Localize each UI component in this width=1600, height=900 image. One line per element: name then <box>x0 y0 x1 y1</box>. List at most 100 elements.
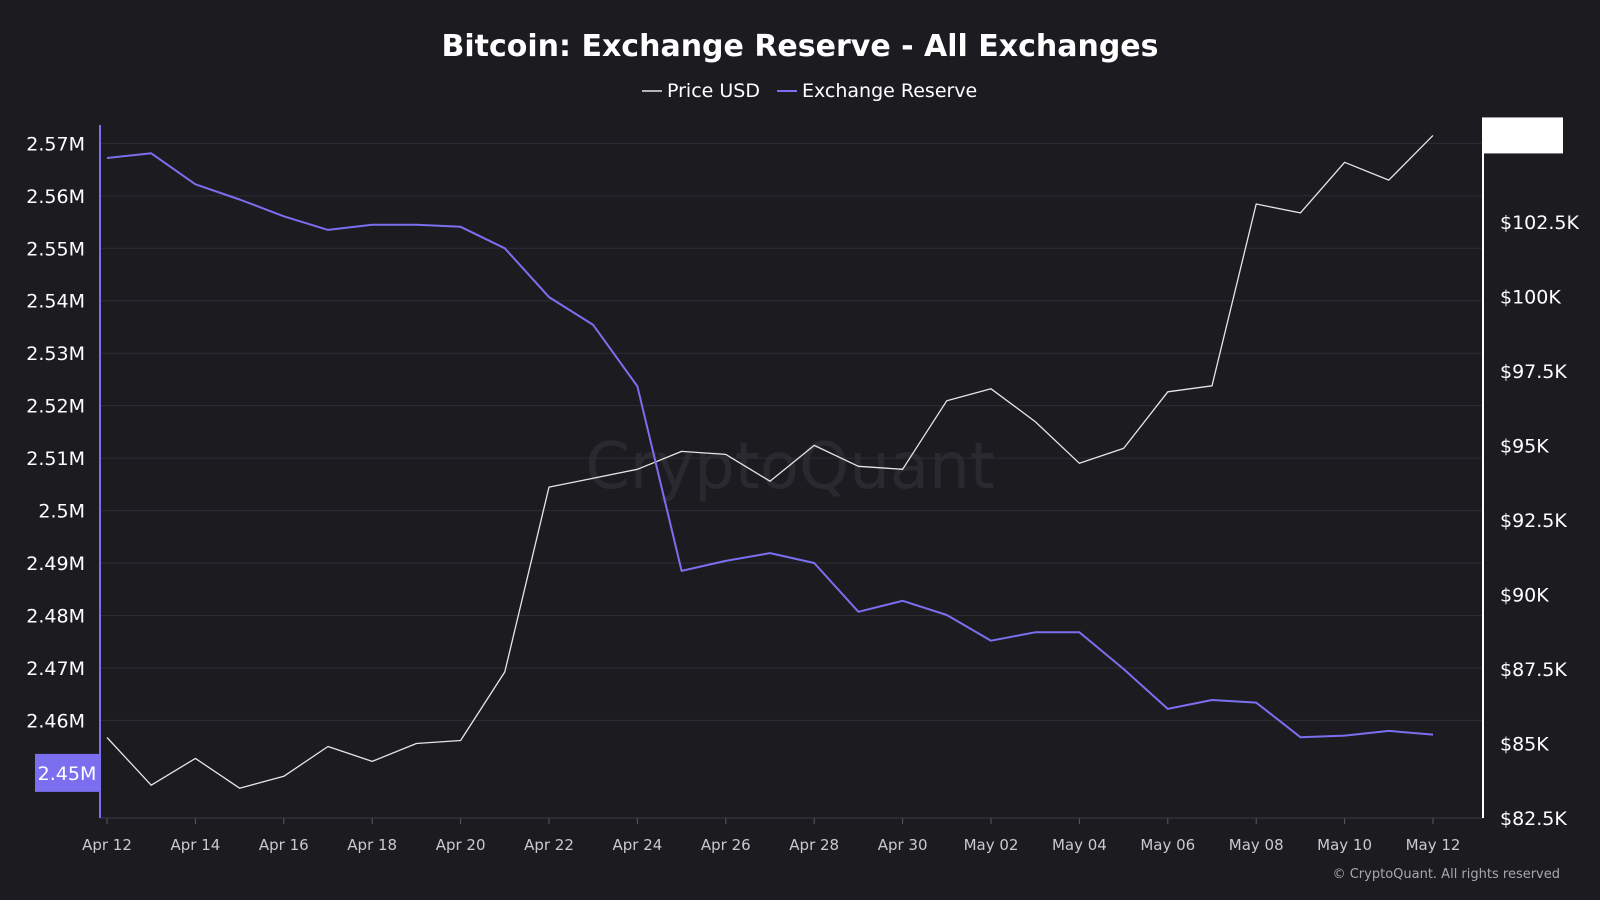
y-right-tick-label: $102.5K <box>1500 212 1579 234</box>
reserve-point[interactable] <box>281 214 286 219</box>
reserve-point[interactable] <box>1431 732 1436 737</box>
price-point[interactable] <box>679 449 684 454</box>
reserve-point[interactable] <box>635 384 640 389</box>
exchange-reserve-line <box>106 152 1434 739</box>
x-tick-label: Apr 14 <box>170 836 220 854</box>
reserve-point[interactable] <box>1033 630 1038 635</box>
reserve-point[interactable] <box>1077 630 1082 635</box>
x-tick-label: May 06 <box>1140 836 1195 854</box>
y-right-tick-label: $97.5K <box>1500 361 1567 383</box>
reserve-point[interactable] <box>149 151 154 156</box>
current-reserve-label: 2.45M <box>38 763 97 785</box>
price-point[interactable] <box>1254 201 1259 206</box>
price-point[interactable] <box>1431 133 1436 138</box>
y-left-tick-label: 2.48M <box>26 606 85 628</box>
reserve-point[interactable] <box>768 551 773 556</box>
reserve-point[interactable] <box>547 295 552 300</box>
y-axis-right: $102.5K $100K $97.5K $95K $92.5K $90K $87.5K $8… <box>1482 125 1579 830</box>
legend-item-price[interactable]: Price USD <box>642 80 760 102</box>
y-left-tick-label: 2.54M <box>26 291 85 313</box>
y-left-tick-label: 2.55M <box>26 238 85 260</box>
price-point[interactable] <box>458 738 463 743</box>
x-tick-label: Apr 20 <box>436 836 486 854</box>
legend-label-price: Price USD <box>667 80 760 102</box>
grid <box>100 142 1483 721</box>
price-point[interactable] <box>149 783 154 788</box>
x-axis: Apr 12 Apr 14 Apr 16 Apr 18 Apr 20 Apr 22 Apr … <box>82 817 1483 854</box>
reserve-point[interactable] <box>812 561 817 566</box>
reserve-point[interactable] <box>1165 706 1170 711</box>
price-point[interactable] <box>547 485 552 490</box>
reserve-point[interactable] <box>1298 735 1303 740</box>
price-point[interactable] <box>900 467 905 472</box>
price-point[interactable] <box>768 479 773 484</box>
reserve-point[interactable] <box>723 558 728 563</box>
x-tick-label: Apr 22 <box>524 836 574 854</box>
price-point[interactable] <box>281 774 286 779</box>
price-point[interactable] <box>1386 178 1391 183</box>
watermark: CryptoQuant <box>585 430 995 504</box>
price-point[interactable] <box>414 741 419 746</box>
price-point[interactable] <box>1210 383 1215 388</box>
price-point[interactable] <box>989 386 994 391</box>
y-right-tick-label: $90K <box>1500 584 1549 606</box>
y-left-tick-label: 2.53M <box>26 343 85 365</box>
reserve-point[interactable] <box>105 156 110 161</box>
price-point[interactable] <box>1121 446 1126 451</box>
price-point[interactable] <box>1342 160 1347 165</box>
price-point[interactable] <box>1077 461 1082 466</box>
reserve-point[interactable] <box>237 197 242 202</box>
legend: Price USD Exchange Reserve <box>642 80 977 102</box>
price-point[interactable] <box>370 759 375 764</box>
legend-item-reserve[interactable]: Exchange Reserve <box>777 80 977 102</box>
reserve-point[interactable] <box>502 246 507 251</box>
price-point[interactable] <box>812 443 817 448</box>
y-left-tick-label: 2.52M <box>26 396 85 418</box>
price-point[interactable] <box>944 398 949 403</box>
y-right-tick-label: $85K <box>1500 733 1549 755</box>
y-right-tick-label: $82.5K <box>1500 808 1567 830</box>
reserve-point[interactable] <box>414 222 419 227</box>
price-point[interactable] <box>326 744 331 749</box>
reserve-point[interactable] <box>591 322 596 327</box>
reserve-point[interactable] <box>1386 728 1391 733</box>
price-point[interactable] <box>193 756 198 761</box>
x-tick-label: Apr 16 <box>259 836 309 854</box>
reserve-point[interactable] <box>856 609 861 614</box>
price-point[interactable] <box>635 467 640 472</box>
price-point[interactable] <box>502 669 507 674</box>
x-tick-label: May 04 <box>1052 836 1107 854</box>
reserve-point[interactable] <box>989 638 994 643</box>
reserve-point[interactable] <box>1254 700 1259 705</box>
x-tick-label: Apr 12 <box>82 836 132 854</box>
reserve-point[interactable] <box>944 612 949 617</box>
y-left-tick-label: 2.5M <box>38 501 85 523</box>
price-point[interactable] <box>723 452 728 457</box>
x-tick-label: Apr 26 <box>701 836 751 854</box>
price-point[interactable] <box>237 786 242 791</box>
reserve-point[interactable] <box>679 568 684 573</box>
reserve-point[interactable] <box>900 598 905 603</box>
price-point[interactable] <box>1165 389 1170 394</box>
reserve-point[interactable] <box>458 224 463 229</box>
reserve-point[interactable] <box>326 227 331 232</box>
price-point[interactable] <box>1033 419 1038 424</box>
price-point[interactable] <box>105 735 110 740</box>
y-right-tick-label: $95K <box>1500 435 1549 457</box>
reserve-point[interactable] <box>193 182 198 187</box>
y-left-tick-label: 2.56M <box>26 186 85 208</box>
price-point[interactable] <box>1298 210 1303 215</box>
reserve-point[interactable] <box>1210 697 1215 702</box>
reserve-point[interactable] <box>1121 667 1126 672</box>
y-left-tick-label: 2.57M <box>26 133 85 155</box>
reserve-point[interactable] <box>1342 733 1347 738</box>
x-tick-label: May 10 <box>1317 836 1372 854</box>
x-tick-label: May 08 <box>1229 836 1284 854</box>
price-point[interactable] <box>591 476 596 481</box>
reserve-point[interactable] <box>370 222 375 227</box>
x-tick-label: May 02 <box>964 836 1019 854</box>
y-left-tick-label: 2.51M <box>26 448 85 470</box>
price-point[interactable] <box>856 464 861 469</box>
